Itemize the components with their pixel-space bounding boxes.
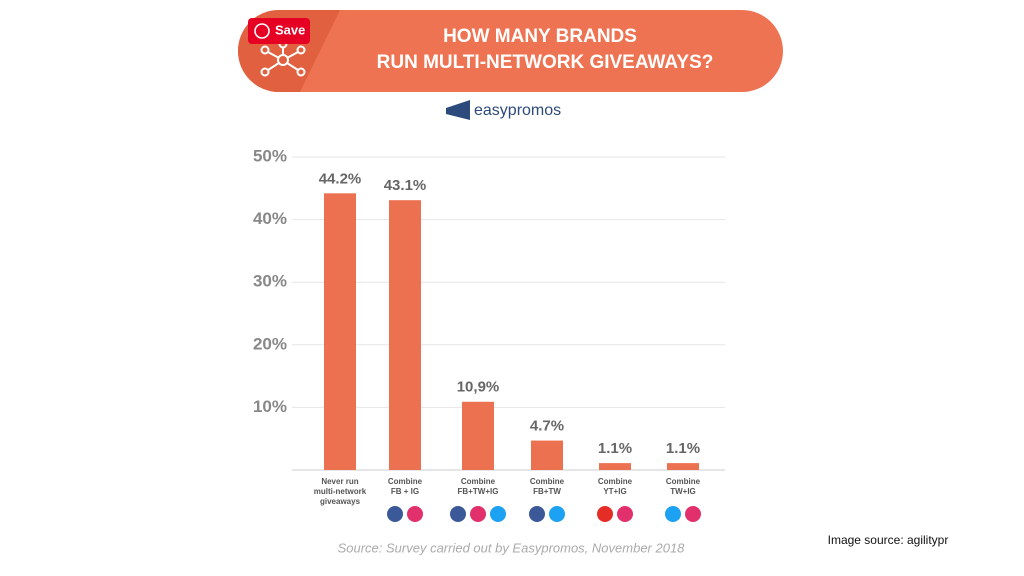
value-label: 1.1% xyxy=(598,440,632,457)
social-icon xyxy=(549,506,565,522)
social-icon xyxy=(685,506,701,522)
social-icon xyxy=(597,506,613,522)
bar xyxy=(462,401,494,470)
chart-title: HOW MANY BRANDS xyxy=(443,26,637,47)
y-tick-label: 20% xyxy=(253,334,287,353)
y-tick-label: 10% xyxy=(253,397,287,416)
bar xyxy=(599,463,631,470)
x-tick-label: multi-network xyxy=(314,487,367,496)
y-tick-label: 40% xyxy=(253,209,287,228)
bar xyxy=(324,193,356,471)
source: Source: Survey carried out by Easypromos… xyxy=(338,540,686,555)
bar xyxy=(667,463,699,470)
image-source: Image source: agilitypr xyxy=(828,533,949,547)
x-tick-label: Combine xyxy=(461,477,496,486)
logo-icon xyxy=(446,100,470,120)
bar xyxy=(389,200,421,470)
social-icon xyxy=(665,506,681,522)
x-tick-label: Combine xyxy=(598,477,633,486)
x-tick-label: Never run xyxy=(321,477,358,486)
value-label: 43.1% xyxy=(384,177,427,194)
bar xyxy=(531,440,563,470)
y-tick-label: 50% xyxy=(253,146,287,165)
value-label: 1.1% xyxy=(666,440,700,457)
x-tick-label: Combine xyxy=(530,477,565,486)
x-tick-label: YT+IG xyxy=(603,487,626,496)
value-label: 44.2% xyxy=(319,170,362,187)
plot: 10% 20% 30% 40% 50% 44.2% Never runmulti-netwo… xyxy=(253,146,725,522)
social-icon xyxy=(407,506,423,522)
x-tick-label: TW+IG xyxy=(670,487,696,496)
x-tick-label: FB+TW xyxy=(533,487,561,496)
social-icon xyxy=(470,506,486,522)
logo: easypromos xyxy=(474,102,561,119)
save-label[interactable]: Save xyxy=(275,22,305,37)
x-tick-label: giveaways xyxy=(320,497,361,506)
social-icon xyxy=(490,506,506,522)
chart-title: RUN MULTI-NETWORK GIVEAWAYS? xyxy=(377,52,714,73)
social-icon xyxy=(387,506,403,522)
x-tick-label: FB+TW+IG xyxy=(458,487,499,496)
x-tick-label: Combine xyxy=(666,477,701,486)
value-label: 10,9% xyxy=(457,379,500,396)
pinterest-icon xyxy=(254,23,270,39)
value-label: 4.7% xyxy=(530,418,564,435)
social-icon xyxy=(450,506,466,522)
banner xyxy=(238,10,783,92)
x-tick-label: FB + IG xyxy=(391,487,419,496)
social-icon xyxy=(617,506,633,522)
y-tick-label: 30% xyxy=(253,272,287,291)
social-icon xyxy=(529,506,545,522)
x-tick-label: Combine xyxy=(388,477,423,486)
